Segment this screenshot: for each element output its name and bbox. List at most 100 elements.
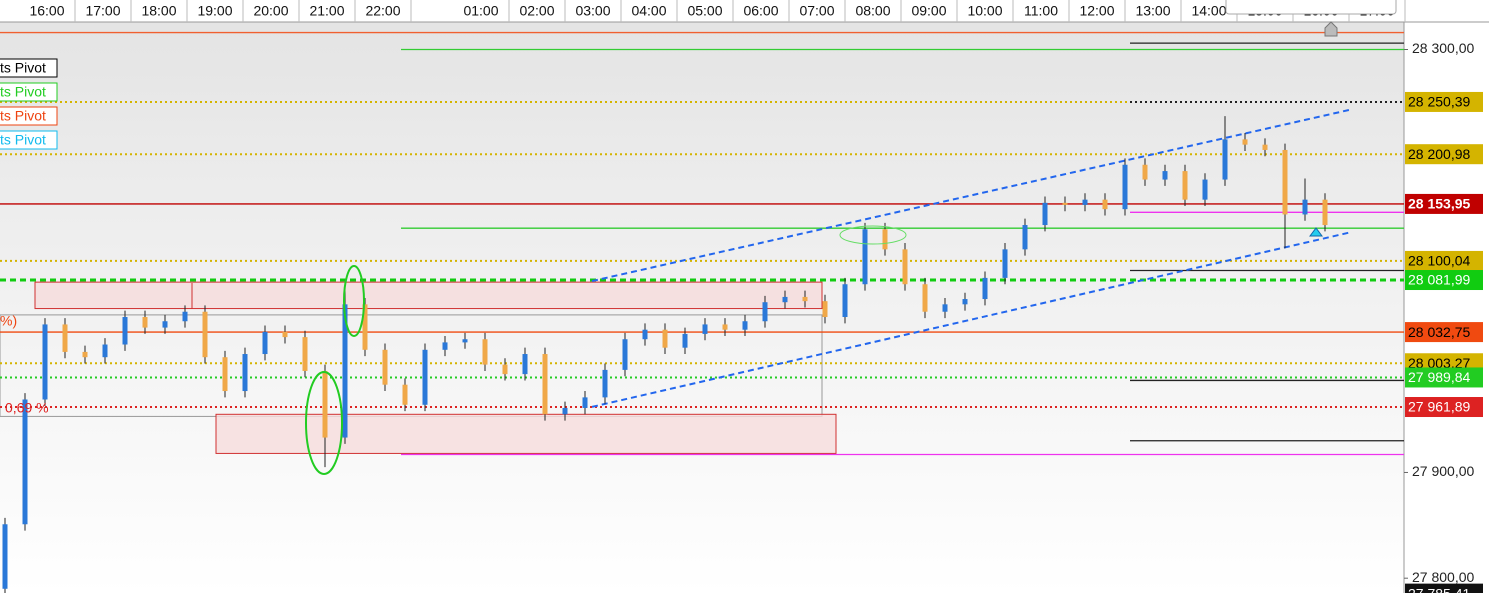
- price-label-box: [1405, 367, 1483, 388]
- price-label-box: [1405, 91, 1483, 112]
- candle-body: [22, 399, 28, 525]
- price-label-box: [1405, 270, 1483, 291]
- candle-body: [382, 349, 388, 385]
- pivot-label: ts Pivot: [0, 84, 46, 100]
- highlight: [343, 265, 365, 337]
- candle-body: [1302, 199, 1308, 215]
- price-label: 27 989,84: [1408, 369, 1470, 385]
- candle-body: [422, 349, 428, 405]
- zone: [215, 413, 837, 454]
- time-label: 05:00: [687, 3, 722, 19]
- candle-body: [722, 324, 728, 330]
- candle-body: [2, 524, 8, 589]
- time-label: 16:00: [29, 3, 64, 19]
- candle-body: [942, 304, 948, 312]
- time-label: 04:00: [631, 3, 666, 19]
- annotation: %): [0, 313, 17, 329]
- candle-body: [1262, 144, 1268, 150]
- time-label: 07:00: [799, 3, 834, 19]
- candle-body: [1002, 249, 1008, 278]
- price-label: 28 250,39: [1408, 94, 1470, 110]
- candle-body: [862, 229, 868, 285]
- candle-body: [362, 304, 368, 350]
- price-label: 28 153,95: [1408, 196, 1470, 212]
- candle-body: [822, 301, 828, 318]
- price-label-box: [1405, 193, 1483, 214]
- price-label: 27 961,89: [1408, 399, 1470, 415]
- annotation: 0,69 %: [5, 400, 49, 416]
- marker: [1309, 227, 1323, 237]
- candle-body: [262, 331, 268, 355]
- candle-body: [122, 317, 128, 345]
- price-label: 28 032,75: [1408, 324, 1470, 340]
- candle-body: [662, 329, 668, 348]
- candle-body: [702, 324, 708, 334]
- price-axis: [1404, 22, 1489, 593]
- highlight: [839, 225, 907, 245]
- candle-body: [462, 339, 468, 343]
- candle-body: [502, 364, 508, 375]
- pivot-label: ts Pivot: [0, 60, 46, 76]
- candle-body: [922, 284, 928, 312]
- y-tick-label: 28 300,00: [1412, 40, 1474, 56]
- candle-body: [482, 339, 488, 365]
- time-label: 20:00: [253, 3, 288, 19]
- time-label: 13:00: [1135, 3, 1170, 19]
- candle-body: [1322, 199, 1328, 226]
- pivot-label: ts Pivot: [0, 132, 46, 148]
- pivot-label: ts Pivot: [0, 108, 46, 124]
- pivot-label-box: [0, 58, 58, 78]
- candle-body: [1082, 199, 1088, 205]
- marker: [1324, 21, 1338, 37]
- candle-body: [1162, 171, 1168, 180]
- candle-body: [62, 324, 68, 352]
- candle-body: [202, 311, 208, 358]
- candle-body: [342, 304, 348, 438]
- time-label: 01:00: [463, 3, 498, 19]
- pivot-label-box: [0, 130, 58, 150]
- candle-body: [582, 397, 588, 408]
- price-label-box: [1405, 397, 1483, 418]
- zone: [34, 281, 823, 310]
- candle-body: [242, 354, 248, 392]
- candle-body: [762, 302, 768, 322]
- candle-body: [182, 311, 188, 322]
- candle-body: [982, 277, 988, 300]
- candle-body: [442, 342, 448, 350]
- tooltip-box: [1225, 0, 1397, 15]
- candle-body: [782, 296, 788, 303]
- time-label: 12:00: [1079, 3, 1114, 19]
- candle-body: [682, 333, 688, 348]
- pivot-label-box: [0, 106, 58, 126]
- candle-body: [302, 337, 308, 371]
- candle-body: [962, 299, 968, 305]
- time-label: 10:00: [967, 3, 1002, 19]
- candle-body: [542, 354, 548, 415]
- time-label: 09:00: [911, 3, 946, 19]
- time-label: 22:00: [365, 3, 400, 19]
- candle-body: [1282, 149, 1288, 215]
- candle-body: [1042, 202, 1048, 226]
- candle-body: [902, 249, 908, 285]
- price-label-box: [1405, 144, 1483, 165]
- time-label: 18:00: [141, 3, 176, 19]
- candle-body: [102, 344, 108, 358]
- price-label: 28 081,99: [1408, 272, 1470, 288]
- candle-body: [142, 317, 148, 328]
- candle-body: [1202, 179, 1208, 200]
- price-label: 27 785,41: [1408, 585, 1470, 593]
- candle-body: [1102, 199, 1108, 210]
- highlight: [305, 371, 343, 475]
- price-label-box: [1405, 322, 1483, 343]
- time-label: 02:00: [519, 3, 554, 19]
- candle-body: [402, 384, 408, 405]
- price-label-box: [1405, 250, 1483, 271]
- time-label: 14:00: [1191, 3, 1226, 19]
- y-tick-label: 27 800,00: [1412, 569, 1474, 585]
- candle-body: [1242, 139, 1248, 145]
- time-label: 21:00: [309, 3, 344, 19]
- price-label: 28 200,98: [1408, 146, 1470, 162]
- price-label: 28 003,27: [1408, 355, 1470, 371]
- candle-body: [622, 339, 628, 370]
